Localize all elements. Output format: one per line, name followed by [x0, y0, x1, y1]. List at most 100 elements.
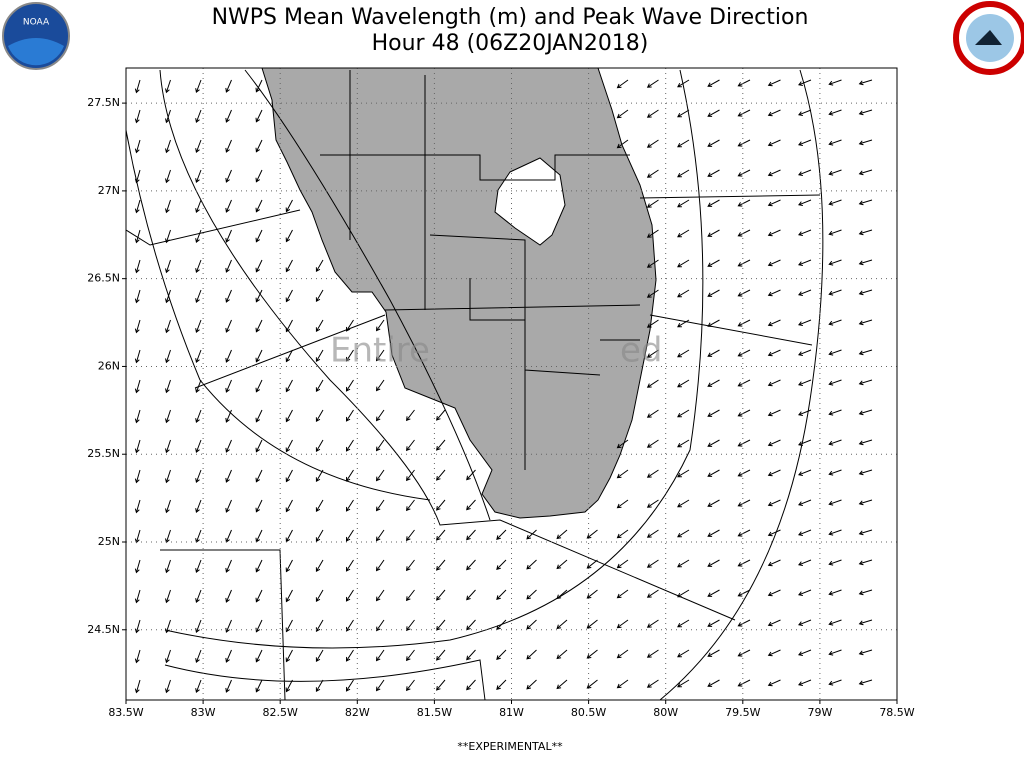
arrow [828, 499, 842, 506]
arrow [616, 589, 629, 599]
arrow [798, 169, 812, 176]
arrow [496, 619, 507, 630]
arrow [798, 229, 812, 236]
arrow [798, 529, 812, 536]
arrow [345, 559, 354, 572]
arrow [285, 289, 293, 303]
arrow [255, 169, 263, 183]
arrow [195, 259, 202, 274]
arrow [165, 379, 171, 394]
arrow [436, 439, 446, 451]
arrow [165, 139, 171, 154]
arrow [737, 649, 751, 657]
y-tick-label: 27.5N [87, 96, 120, 109]
arrow [707, 319, 720, 327]
arrow [798, 649, 812, 656]
arrow [677, 499, 690, 508]
arrow [556, 589, 568, 600]
arrow [828, 199, 842, 206]
arrow [165, 199, 171, 214]
arrow [436, 409, 446, 421]
arrow [315, 679, 324, 693]
arrow [586, 679, 598, 689]
arrow [556, 649, 568, 660]
arrow [798, 409, 812, 416]
arrow [858, 139, 873, 146]
arrow [496, 529, 507, 540]
arrow [345, 319, 354, 332]
arrow [255, 679, 263, 693]
arrow [828, 649, 842, 656]
arrow [225, 319, 232, 333]
arrow [375, 499, 385, 512]
arrow [406, 589, 415, 602]
arrow [646, 139, 659, 148]
arrow [767, 589, 781, 597]
arrow [798, 199, 812, 206]
arrow [677, 319, 690, 328]
arrow [345, 499, 354, 512]
arrow [375, 649, 385, 662]
arrow [737, 529, 751, 537]
arrow [616, 499, 629, 509]
arrow [677, 139, 690, 148]
arrow [616, 109, 629, 119]
arrow [526, 559, 537, 570]
arrow [225, 199, 232, 213]
arrow [375, 469, 385, 482]
arrow [225, 559, 232, 573]
arrow [677, 289, 690, 298]
arrow [255, 469, 263, 483]
arrow [767, 559, 781, 567]
arrow [285, 559, 293, 573]
arrow [616, 559, 629, 569]
arrow [285, 589, 293, 603]
arrow [737, 589, 751, 597]
y-tick-label: 27N [98, 184, 120, 197]
arrow [195, 349, 202, 364]
arrow [345, 679, 354, 692]
arrow [345, 619, 354, 632]
arrow [375, 529, 385, 542]
arrow [767, 439, 781, 447]
arrow [677, 109, 690, 118]
arrow [165, 79, 171, 94]
arrow [737, 259, 751, 267]
arrow [255, 649, 263, 663]
arrow [646, 559, 659, 568]
arrow [255, 259, 263, 273]
x-tick-label: 83W [191, 706, 216, 719]
arrow [496, 679, 507, 690]
arrow [586, 649, 598, 659]
arrow [828, 409, 842, 416]
arrow [858, 469, 873, 476]
x-tick-label: 81W [499, 706, 524, 719]
arrow [526, 589, 537, 600]
arrow [526, 649, 537, 660]
arrow [134, 499, 141, 514]
arrow [195, 559, 202, 574]
arrow [707, 439, 720, 447]
arrow [616, 619, 629, 629]
arrow [255, 619, 263, 633]
arrow [798, 349, 812, 356]
arrow [255, 409, 263, 423]
arrow [677, 439, 690, 448]
arrow [798, 319, 812, 326]
arrow [616, 679, 629, 689]
arrow [436, 499, 446, 511]
arrow [828, 139, 842, 146]
arrow [134, 349, 141, 364]
arrow [707, 529, 720, 537]
arrow [767, 229, 781, 237]
y-tick-label: 26.5N [87, 272, 120, 285]
x-tick-label: 83.5W [108, 706, 143, 719]
arrow [767, 469, 781, 477]
nws-logo [953, 1, 1024, 75]
arrow [858, 199, 873, 206]
arrow [255, 139, 263, 153]
arrow [798, 379, 812, 386]
arrow [225, 499, 232, 513]
arrow [828, 679, 842, 686]
